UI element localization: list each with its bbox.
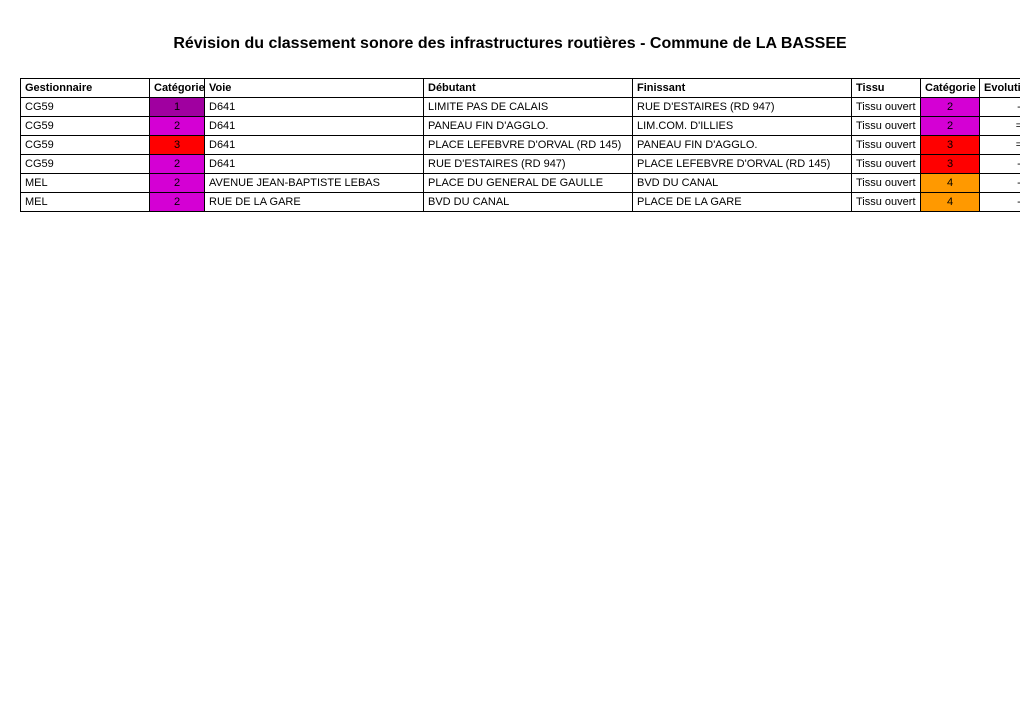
table-row: CG592D641PANEAU FIN D'AGGLO.LIM.COM. D'I… xyxy=(21,117,1020,136)
cell-evolution: - xyxy=(980,98,1020,117)
cell-gestionnaire: CG59 xyxy=(21,136,150,155)
cell-gestionnaire: CG59 xyxy=(21,155,150,174)
table-row: MEL2RUE DE LA GAREBVD DU CANALPLACE DE L… xyxy=(21,193,1020,212)
col-header-evolution: Evolution de la categorie xyxy=(980,79,1020,98)
cell-finissant: PANEAU FIN D'AGGLO. xyxy=(633,136,852,155)
cell-gestionnaire: MEL xyxy=(21,193,150,212)
cell-debutant: PLACE LEFEBVRE D'ORVAL (RD 145) xyxy=(424,136,633,155)
table-row: MEL2AVENUE JEAN-BAPTISTE LEBASPLACE DU G… xyxy=(21,174,1020,193)
cell-cat_nouvelle: 3 xyxy=(921,155,980,174)
cell-cat_nouvelle: 3 xyxy=(921,136,980,155)
cell-evolution: = xyxy=(980,117,1020,136)
col-header-cat_nouvelle: Catégorie nouvelle xyxy=(921,79,980,98)
col-header-voie: Voie xyxy=(205,79,424,98)
cell-cat_nouvelle: 4 xyxy=(921,193,980,212)
cell-voie: AVENUE JEAN-BAPTISTE LEBAS xyxy=(205,174,424,193)
cell-evolution: - xyxy=(980,193,1020,212)
cell-cat_initiale: 2 xyxy=(150,193,205,212)
cell-debutant: PLACE DU GENERAL DE GAULLE xyxy=(424,174,633,193)
table-body: CG591D641LIMITE PAS DE CALAISRUE D'ESTAI… xyxy=(21,98,1020,212)
cell-voie: D641 xyxy=(205,117,424,136)
cell-cat_initiale: 3 xyxy=(150,136,205,155)
cell-gestionnaire: CG59 xyxy=(21,117,150,136)
cell-tissu: Tissu ouvert xyxy=(852,117,921,136)
cell-finissant: PLACE DE LA GARE xyxy=(633,193,852,212)
cell-voie: D641 xyxy=(205,136,424,155)
cell-cat_nouvelle: 4 xyxy=(921,174,980,193)
classification-table: GestionnaireCatégorie initialeVoieDébuta… xyxy=(20,78,1020,212)
cell-finissant: RUE D'ESTAIRES (RD 947) xyxy=(633,98,852,117)
table-row: CG591D641LIMITE PAS DE CALAISRUE D'ESTAI… xyxy=(21,98,1020,117)
cell-debutant: BVD DU CANAL xyxy=(424,193,633,212)
cell-cat_initiale: 2 xyxy=(150,155,205,174)
table-row: CG592D641RUE D'ESTAIRES (RD 947)PLACE LE… xyxy=(21,155,1020,174)
cell-tissu: Tissu ouvert xyxy=(852,155,921,174)
cell-tissu: Tissu ouvert xyxy=(852,193,921,212)
cell-voie: RUE DE LA GARE xyxy=(205,193,424,212)
col-header-tissu: Tissu xyxy=(852,79,921,98)
col-header-cat_initiale: Catégorie initiale xyxy=(150,79,205,98)
cell-evolution: - xyxy=(980,155,1020,174)
cell-debutant: LIMITE PAS DE CALAIS xyxy=(424,98,633,117)
table-row: CG593D641PLACE LEFEBVRE D'ORVAL (RD 145)… xyxy=(21,136,1020,155)
cell-cat_nouvelle: 2 xyxy=(921,117,980,136)
table-header: GestionnaireCatégorie initialeVoieDébuta… xyxy=(21,79,1020,98)
cell-debutant: RUE D'ESTAIRES (RD 947) xyxy=(424,155,633,174)
cell-evolution: - xyxy=(980,174,1020,193)
cell-tissu: Tissu ouvert xyxy=(852,98,921,117)
cell-finissant: BVD DU CANAL xyxy=(633,174,852,193)
cell-debutant: PANEAU FIN D'AGGLO. xyxy=(424,117,633,136)
cell-finissant: LIM.COM. D'ILLIES xyxy=(633,117,852,136)
cell-evolution: = xyxy=(980,136,1020,155)
cell-cat_initiale: 2 xyxy=(150,174,205,193)
page-title: Révision du classement sonore des infras… xyxy=(20,35,1000,53)
cell-tissu: Tissu ouvert xyxy=(852,136,921,155)
cell-voie: D641 xyxy=(205,98,424,117)
col-header-debutant: Débutant xyxy=(424,79,633,98)
cell-cat_initiale: 1 xyxy=(150,98,205,117)
col-header-finissant: Finissant xyxy=(633,79,852,98)
cell-cat_initiale: 2 xyxy=(150,117,205,136)
cell-gestionnaire: MEL xyxy=(21,174,150,193)
cell-voie: D641 xyxy=(205,155,424,174)
cell-tissu: Tissu ouvert xyxy=(852,174,921,193)
cell-cat_nouvelle: 2 xyxy=(921,98,980,117)
col-header-gestionnaire: Gestionnaire xyxy=(21,79,150,98)
cell-gestionnaire: CG59 xyxy=(21,98,150,117)
cell-finissant: PLACE LEFEBVRE D'ORVAL (RD 145) xyxy=(633,155,852,174)
